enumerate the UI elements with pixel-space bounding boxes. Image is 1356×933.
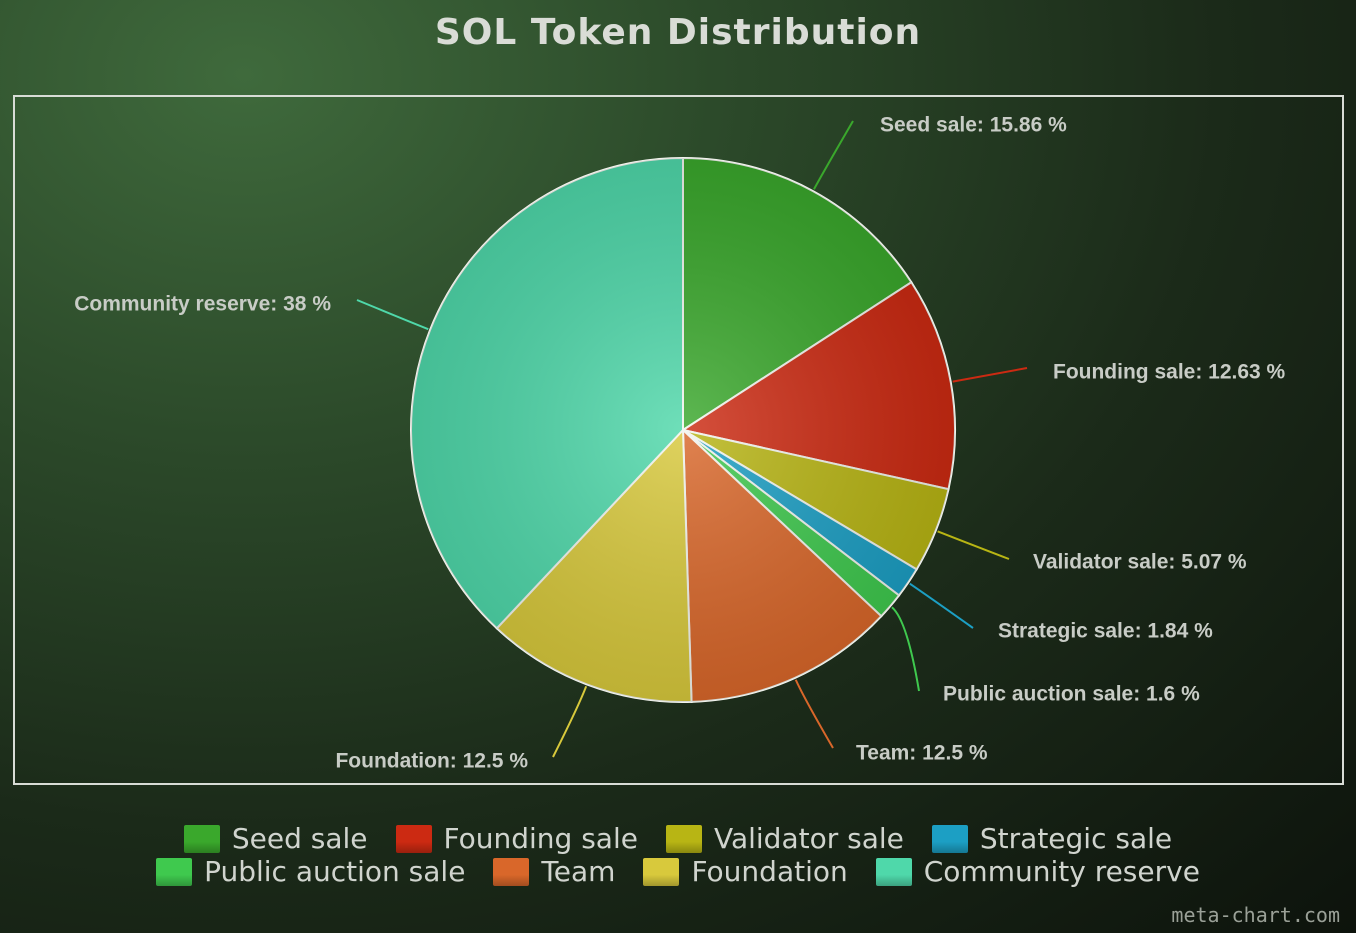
legend-swatch xyxy=(643,857,680,886)
legend-item-public-auction-sale: Public auction sale xyxy=(156,855,465,888)
leader-lines xyxy=(356,120,1028,758)
legend-swatch xyxy=(665,824,702,853)
legend-row: Public auction sale Team Foundation Communi… xyxy=(0,855,1356,888)
leader-line-community-reserve xyxy=(356,299,429,331)
leader-line-strategic-sale xyxy=(909,582,974,629)
slice-label-foundation: Foundation: 12.5 % xyxy=(335,750,528,773)
leader-line-public-auction-sale xyxy=(891,606,920,692)
legend-item-team: Team xyxy=(493,855,615,888)
legend-label: Strategic sale xyxy=(979,822,1173,855)
legend-row: Seed sale Founding sale Validator sale Stra… xyxy=(0,822,1356,855)
legend: Seed sale Founding sale Validator sale Stra… xyxy=(0,822,1356,888)
slice-labels: Seed sale: 15.86 % Founding sale: 12.63 %… xyxy=(74,114,1285,773)
legend-label: Public auction sale xyxy=(204,855,466,888)
legend-label: Foundation xyxy=(691,855,848,888)
legend-item-validator-sale: Validator sale xyxy=(665,822,904,855)
legend-swatch xyxy=(931,824,968,853)
slice-label-founding-sale: Founding sale: 12.63 % xyxy=(1053,361,1286,384)
leader-line-founding-sale xyxy=(952,367,1028,383)
legend-item-founding-sale: Founding sale xyxy=(395,822,638,855)
legend-swatch xyxy=(875,857,912,886)
leader-line-foundation xyxy=(552,685,588,758)
legend-swatch xyxy=(493,857,530,886)
slice-label-community-reserve: Community reserve: 38 % xyxy=(74,293,331,316)
leader-line-team xyxy=(794,679,834,749)
watermark: meta-chart.com xyxy=(1171,903,1340,927)
legend-item-foundation: Foundation xyxy=(643,855,848,888)
slice-label-strategic-sale: Strategic sale: 1.84 % xyxy=(998,620,1213,643)
slice-label-seed-sale: Seed sale: 15.86 % xyxy=(880,114,1067,137)
legend-item-seed-sale: Seed sale xyxy=(183,822,368,855)
legend-label: Seed sale xyxy=(231,822,368,855)
leader-line-validator-sale xyxy=(937,530,1010,560)
leader-line-seed-sale xyxy=(813,120,854,190)
legend-label: Founding sale xyxy=(443,822,638,855)
pie-slices xyxy=(410,156,956,703)
legend-swatch xyxy=(395,824,432,853)
legend-item-community-reserve: Community reserve xyxy=(875,855,1200,888)
legend-label: Team xyxy=(541,855,616,888)
legend-label: Community reserve xyxy=(923,855,1200,888)
slice-label-validator-sale: Validator sale: 5.07 % xyxy=(1033,551,1247,574)
plot-area: Seed sale: 15.86 % Founding sale: 12.63 %… xyxy=(13,95,1344,785)
chart-title: SOL Token Distribution xyxy=(434,12,922,53)
legend-swatch xyxy=(156,857,193,886)
legend-swatch xyxy=(183,824,220,853)
legend-item-strategic-sale: Strategic sale xyxy=(931,822,1173,855)
legend-label: Validator sale xyxy=(713,822,904,855)
slice-label-public-auction-sale: Public auction sale: 1.6 % xyxy=(943,683,1200,706)
pie-chart: Seed sale: 15.86 % Founding sale: 12.63 %… xyxy=(74,114,1285,773)
slice-label-team: Team: 12.5 % xyxy=(856,742,988,765)
